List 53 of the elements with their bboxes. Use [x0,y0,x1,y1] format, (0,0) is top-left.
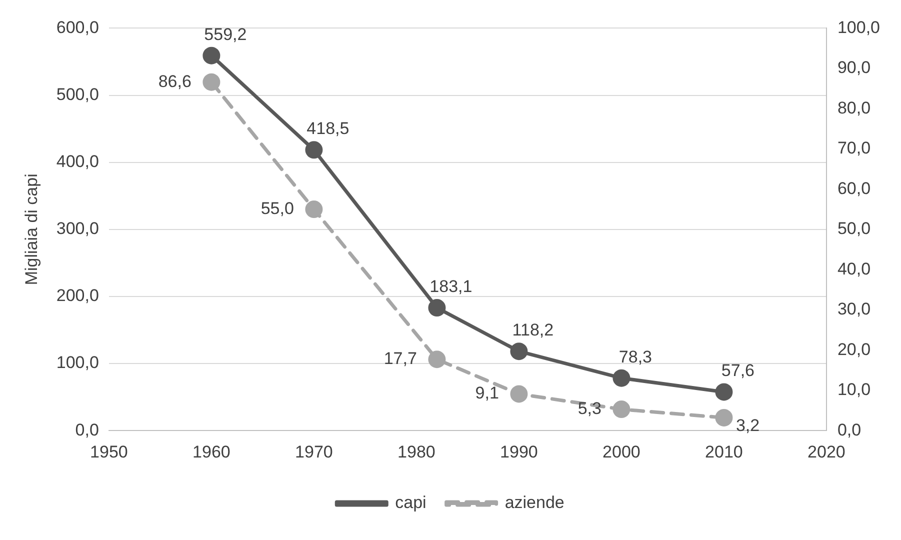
y-axis-title: Migliaia di capi [22,174,41,286]
point [305,141,323,159]
point [510,385,528,403]
y2-tick-label: 90,0 [837,58,871,78]
y2-tick-label: 60,0 [837,178,871,198]
y-tick-label: 300,0 [56,219,99,238]
data-label: 55,0 [260,198,294,218]
y-tick-label: 600,0 [56,18,99,37]
point [305,200,323,218]
y2-tick-label: 40,0 [837,259,871,278]
data-label: 86,6 [158,72,192,91]
y2-tick-label: 80,0 [837,98,871,118]
point [612,400,630,418]
data-label: 559,2 [204,24,247,44]
data-label: 5,3 [578,398,602,418]
data-label: 78,3 [618,347,652,366]
data-label: 57,6 [721,361,755,380]
y2-tick-label: 100,0 [837,18,880,37]
y2-tick-label: 10,0 [837,380,871,400]
legend-label: aziende [504,493,564,512]
point [202,46,220,64]
y2-tick-label: 0,0 [837,420,862,440]
point [510,342,528,360]
x-tick-label: 1970 [295,442,333,462]
x-tick-label: 1990 [500,442,538,462]
y2-tick-label: 20,0 [837,340,871,359]
y-tick-label: 200,0 [56,286,99,306]
y-tick-label: 500,0 [56,84,99,104]
x-tick-label: 2000 [602,442,640,462]
point [715,408,733,426]
x-tick-label: 1960 [192,442,230,462]
x-tick-label: 2010 [705,442,743,462]
y-tick-label: 0,0 [75,420,99,440]
y-tick-label: 400,0 [56,152,99,172]
x-tick-label: 1980 [398,442,436,462]
point [612,369,630,387]
data-label: 17,7 [384,349,417,368]
x-tick-label: 2020 [808,442,846,462]
point [202,73,220,91]
x-tick-label: 1950 [90,442,128,462]
y-tick-label: 100,0 [56,353,99,372]
data-label: 183,1 [430,276,472,296]
y2-tick-label: 70,0 [837,138,871,158]
data-label: 9,1 [475,384,499,403]
y2-tick-label: 50,0 [837,219,871,238]
point [428,350,446,368]
data-label: 118,2 [512,320,554,340]
data-label: 418,5 [306,119,350,138]
point [428,299,446,317]
legend-label: capi [395,493,426,512]
data-label: 3,2 [736,416,760,435]
y2-tick-label: 30,0 [837,300,871,319]
point [715,383,733,401]
